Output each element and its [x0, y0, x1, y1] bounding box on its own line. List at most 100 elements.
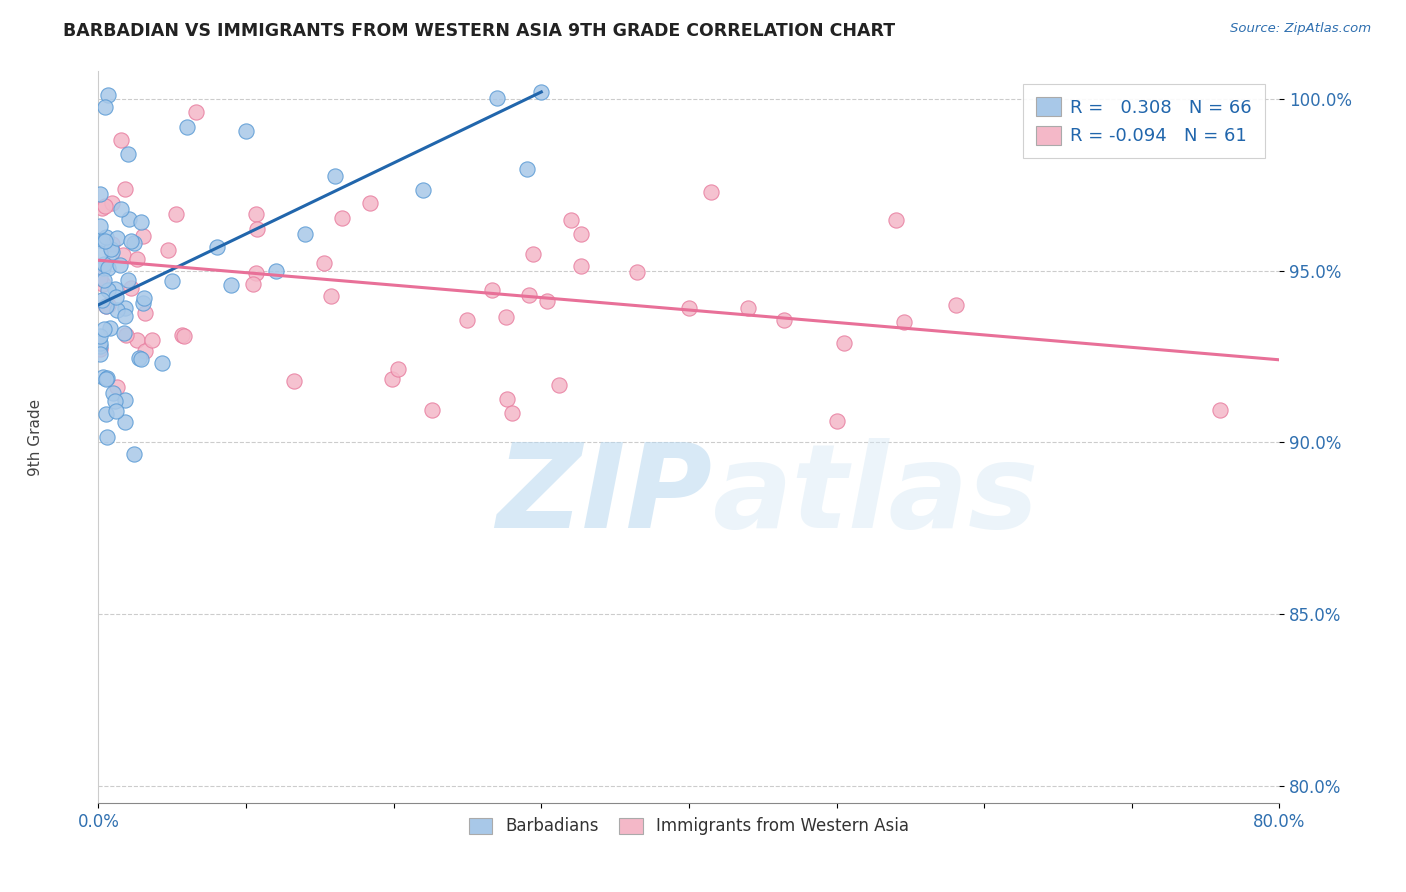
Point	[117, 147, 139, 161]
Point	[104, 393, 127, 408]
Point	[184, 104, 207, 119]
Point	[89, 346, 111, 360]
Point	[412, 182, 434, 196]
Point	[129, 351, 152, 366]
Point	[110, 202, 132, 217]
Point	[117, 273, 139, 287]
Point	[517, 287, 540, 301]
Point	[495, 392, 517, 406]
Point	[94, 234, 117, 248]
Point	[132, 228, 155, 243]
Point	[481, 283, 503, 297]
Point	[246, 221, 269, 235]
Point	[893, 315, 915, 329]
Point	[569, 259, 592, 273]
Point	[122, 236, 145, 251]
Point	[101, 386, 124, 401]
Point	[91, 261, 114, 276]
Point	[90, 201, 112, 215]
Point	[125, 333, 148, 347]
Point	[678, 301, 700, 315]
Point	[173, 329, 195, 343]
Text: Source: ZipAtlas.com: Source: ZipAtlas.com	[1230, 22, 1371, 36]
Point	[560, 212, 582, 227]
Point	[100, 242, 122, 256]
Text: ZIP: ZIP	[496, 438, 713, 553]
Point	[134, 344, 156, 359]
Point	[118, 211, 141, 226]
Point	[89, 336, 111, 351]
Point	[94, 230, 117, 244]
Point	[105, 302, 128, 317]
Point	[245, 266, 267, 280]
Point	[114, 310, 136, 324]
Point	[536, 293, 558, 308]
Point	[104, 282, 127, 296]
Point	[420, 403, 443, 417]
Point	[522, 247, 544, 261]
Point	[112, 326, 135, 340]
Point	[205, 240, 228, 254]
Point	[108, 259, 131, 273]
Point	[101, 236, 124, 251]
Point	[94, 372, 117, 386]
Point	[89, 219, 111, 234]
Point	[97, 284, 120, 298]
Point	[884, 213, 907, 227]
Point	[125, 252, 148, 266]
Point	[700, 185, 723, 199]
Point	[128, 351, 150, 365]
Point	[114, 301, 136, 316]
Text: atlas: atlas	[713, 438, 1039, 553]
Point	[157, 243, 180, 257]
Point	[221, 277, 243, 292]
Point	[91, 293, 114, 308]
Point	[105, 290, 128, 304]
Point	[516, 161, 538, 176]
Point	[89, 271, 111, 285]
Point	[132, 291, 155, 305]
Point	[264, 263, 287, 277]
Point	[359, 195, 381, 210]
Point	[530, 85, 553, 99]
Point	[97, 87, 120, 102]
Point	[381, 372, 404, 386]
Point	[1209, 402, 1232, 417]
Point	[141, 333, 163, 347]
Point	[569, 227, 592, 241]
Point	[89, 233, 111, 247]
Point	[121, 234, 143, 248]
Point	[323, 169, 346, 184]
Point	[165, 207, 187, 221]
Point	[150, 356, 173, 370]
Point	[91, 370, 114, 384]
Point	[89, 187, 111, 202]
Point	[162, 274, 183, 288]
Point	[332, 211, 354, 226]
Point	[97, 298, 120, 312]
Point	[114, 415, 136, 429]
Point	[94, 100, 117, 114]
Point	[825, 414, 848, 428]
Point	[176, 120, 198, 134]
Point	[105, 380, 128, 394]
Point	[93, 273, 115, 287]
Point	[132, 296, 155, 310]
Point	[945, 298, 967, 312]
Point	[101, 196, 124, 211]
Point	[737, 301, 759, 315]
Legend: Barbadians, Immigrants from Western Asia: Barbadians, Immigrants from Western Asia	[463, 811, 915, 842]
Point	[170, 328, 193, 343]
Point	[96, 430, 118, 444]
Text: BARBADIAN VS IMMIGRANTS FROM WESTERN ASIA 9TH GRADE CORRELATION CHART: BARBADIAN VS IMMIGRANTS FROM WESTERN ASI…	[63, 22, 896, 40]
Point	[283, 374, 305, 388]
Point	[242, 277, 264, 291]
Point	[120, 281, 142, 295]
Point	[294, 227, 316, 242]
Point	[89, 329, 111, 343]
Point	[319, 289, 342, 303]
Point	[115, 328, 138, 343]
Point	[314, 256, 336, 270]
Point	[626, 265, 648, 279]
Point	[105, 404, 128, 418]
